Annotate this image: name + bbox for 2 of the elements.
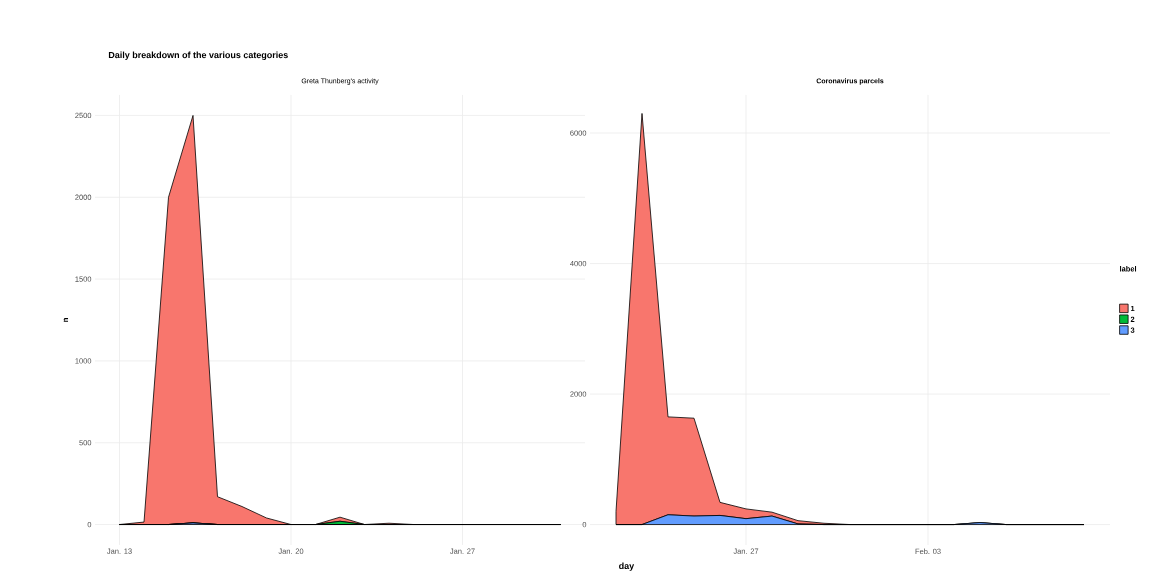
chart-title: Daily breakdown of the various categories [108,51,288,60]
x-axis-title: day [619,562,635,571]
